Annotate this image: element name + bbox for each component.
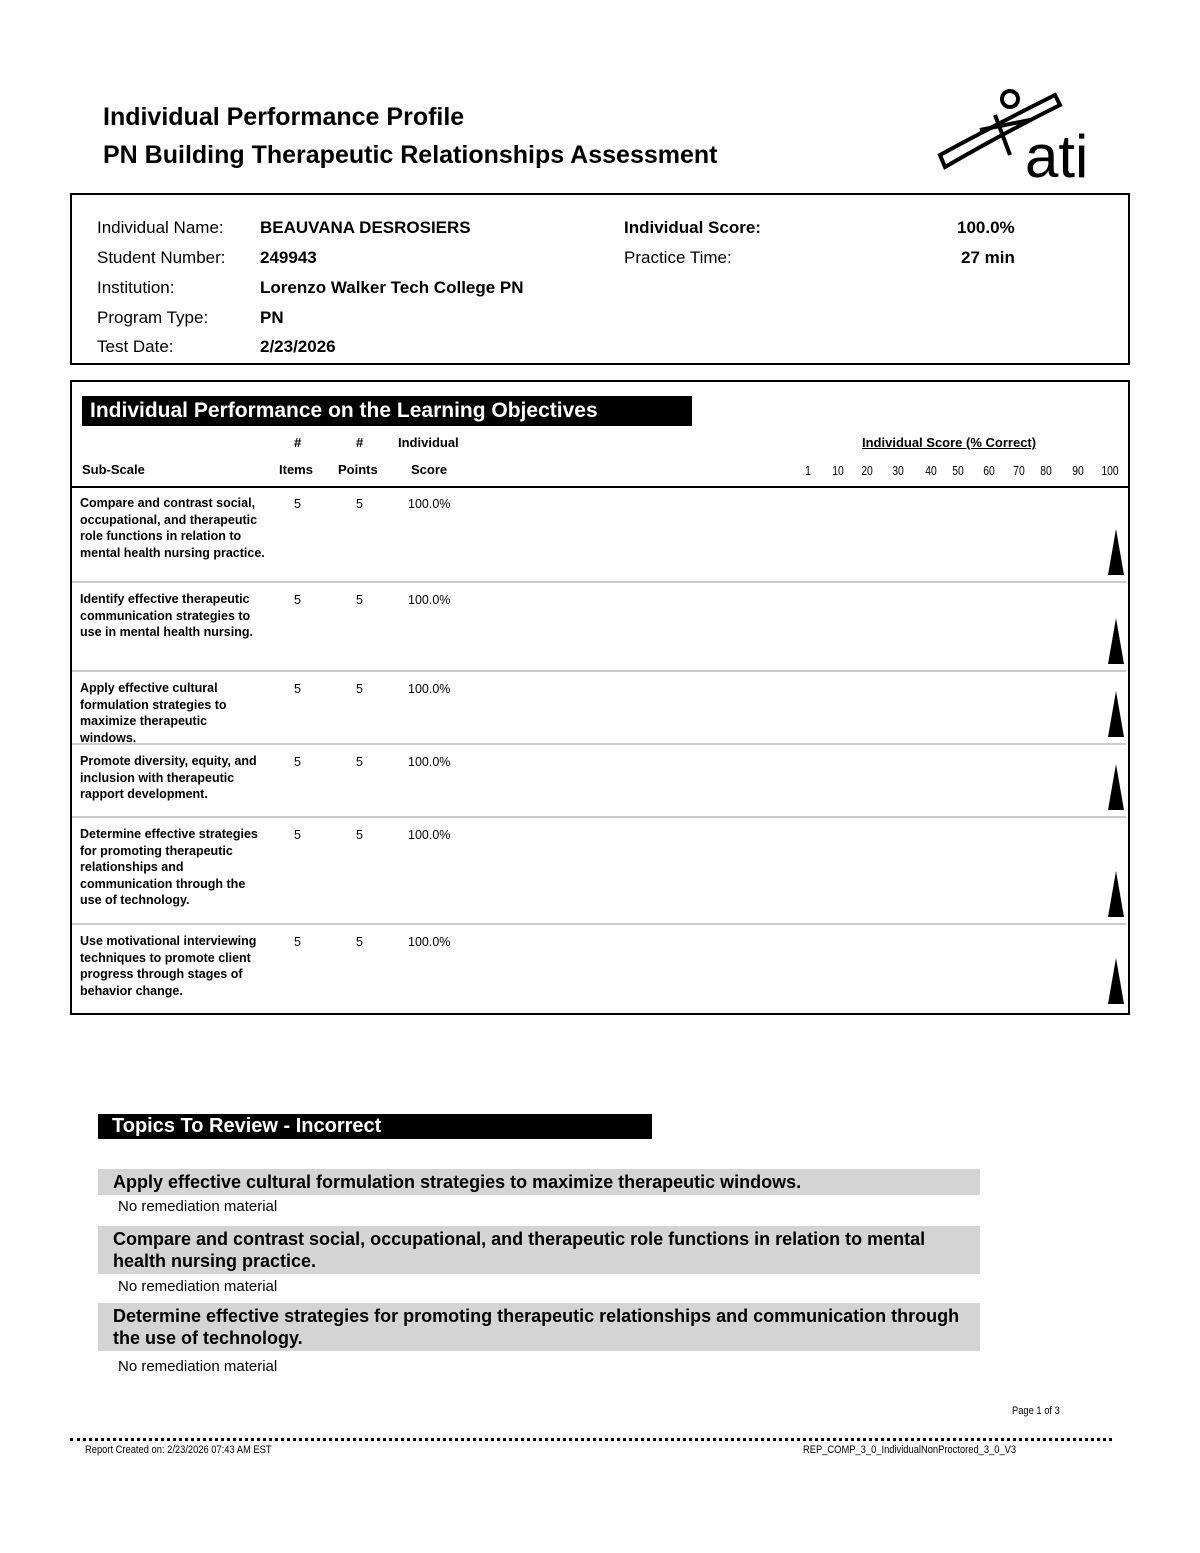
items-count: 5: [294, 935, 301, 949]
objectives-title: Individual Performance on the Learning O…: [82, 396, 692, 426]
score-value: 100.0%: [408, 935, 451, 949]
time-label: Practice Time:: [624, 248, 732, 267]
topic-heading: Compare and contrast social, occupationa…: [98, 1226, 980, 1274]
score-marker: [1108, 871, 1124, 917]
date-label: Test Date:: [97, 337, 174, 356]
objective-row: Determine effective strategies for promo…: [72, 818, 1126, 925]
footer-divider: [70, 1438, 1112, 1441]
scale-tick: 30: [892, 463, 904, 478]
svg-text:ati: ati: [1025, 123, 1088, 185]
report-id: REP_COMP_3_0_IndividualNonProctored_3_0_…: [803, 1444, 1017, 1456]
program-label: Program Type:: [97, 308, 209, 327]
items-count: 5: [294, 828, 301, 842]
scale-tick: 60: [983, 463, 995, 478]
remediation-note: No remediation material: [118, 1278, 278, 1295]
scale-tick: 50: [952, 463, 964, 478]
points-count: 5: [356, 497, 363, 511]
objective-row: Compare and contrast social, occupationa…: [72, 487, 1126, 583]
points-count: 5: [356, 682, 363, 696]
col-score-top: Individual: [398, 435, 459, 450]
page-number: Page 1 of 3: [1012, 1405, 1060, 1417]
col-subscale: Sub-Scale: [82, 462, 145, 477]
student-value: 249943: [260, 248, 317, 267]
objective-text: Promote diversity, equity, and inclusion…: [80, 754, 257, 801]
col-items: Items: [279, 462, 313, 477]
score-label: Individual Score:: [624, 218, 761, 237]
score-value: 100.0%: [408, 828, 451, 842]
scale-tick: 1: [805, 463, 811, 478]
header-divider: [72, 486, 1128, 488]
col-score: Score: [411, 462, 448, 477]
score-marker: [1108, 529, 1124, 575]
objective-text: Compare and contrast social, occupationa…: [80, 496, 265, 560]
score-value: 100.0%: [408, 682, 451, 696]
topic-heading: Determine effective strategies for promo…: [98, 1303, 980, 1351]
points-count: 5: [356, 828, 363, 842]
ati-logo: ati: [937, 89, 1088, 185]
topic-heading: Apply effective cultural formulation str…: [98, 1169, 980, 1195]
objective-text: Apply effective cultural formulation str…: [80, 681, 227, 745]
institution-value: Lorenzo Walker Tech College PN: [260, 278, 524, 297]
objective-row: Apply effective cultural formulation str…: [72, 672, 1126, 745]
objective-row: Use motivational interviewing techniques…: [72, 925, 1126, 1012]
items-count: 5: [294, 682, 301, 696]
objectives-box: Individual Performance on the Learning O…: [70, 380, 1130, 1015]
score-marker: [1108, 691, 1124, 737]
page-title: Individual Performance Profile: [103, 103, 465, 131]
scale-tick: 10: [832, 463, 844, 478]
score-marker: [1108, 764, 1124, 810]
student-label: Student Number:: [97, 248, 226, 267]
scale-tick: 20: [861, 463, 873, 478]
points-count: 5: [356, 935, 363, 949]
objective-text: Use motivational interviewing techniques…: [80, 934, 257, 998]
score-marker: [1108, 958, 1124, 1004]
scale-tick: 70: [1013, 463, 1025, 478]
objective-row: Promote diversity, equity, and inclusion…: [72, 745, 1126, 818]
scale-tick: 90: [1072, 463, 1084, 478]
items-count: 5: [294, 755, 301, 769]
items-count: 5: [294, 497, 301, 511]
objective-row: Identify effective therapeutic communica…: [72, 583, 1126, 672]
score-marker: [1108, 618, 1124, 664]
remediation-note: No remediation material: [118, 1358, 278, 1375]
topics-title: Topics To Review - Incorrect: [98, 1114, 652, 1139]
chart-title: Individual Score (% Correct): [862, 435, 1037, 450]
remediation-note: No remediation material: [118, 1198, 278, 1215]
col-items-hash: #: [294, 435, 302, 450]
program-value: PN: [260, 308, 284, 327]
name-value: BEAUVANA DESROSIERS: [260, 218, 471, 237]
scale-tick: 40: [925, 463, 937, 478]
col-points-hash: #: [356, 435, 364, 450]
score-value: 100.0%: [408, 497, 451, 511]
col-points: Points: [338, 462, 378, 477]
student-info-box: Individual Name: BEAUVANA DESROSIERS Stu…: [70, 193, 1130, 365]
objective-text: Determine effective strategies for promo…: [80, 827, 258, 907]
institution-label: Institution:: [97, 278, 175, 297]
points-count: 5: [356, 755, 363, 769]
date-value: 2/23/2026: [260, 337, 336, 356]
items-count: 5: [294, 593, 301, 607]
objective-text: Identify effective therapeutic communica…: [80, 592, 253, 639]
score-value: 100.0%: [408, 593, 451, 607]
points-count: 5: [356, 593, 363, 607]
scale-tick: 100: [1101, 463, 1119, 478]
scale-tick: 80: [1040, 463, 1052, 478]
time-value: 27 min: [961, 248, 1015, 267]
name-label: Individual Name:: [97, 218, 224, 237]
assessment-title: PN Building Therapeutic Relationships As…: [103, 141, 718, 169]
score-value: 100.0%: [957, 218, 1015, 237]
report-created: Report Created on: 2/23/2026 07:43 AM ES…: [85, 1444, 272, 1456]
score-value: 100.0%: [408, 755, 451, 769]
